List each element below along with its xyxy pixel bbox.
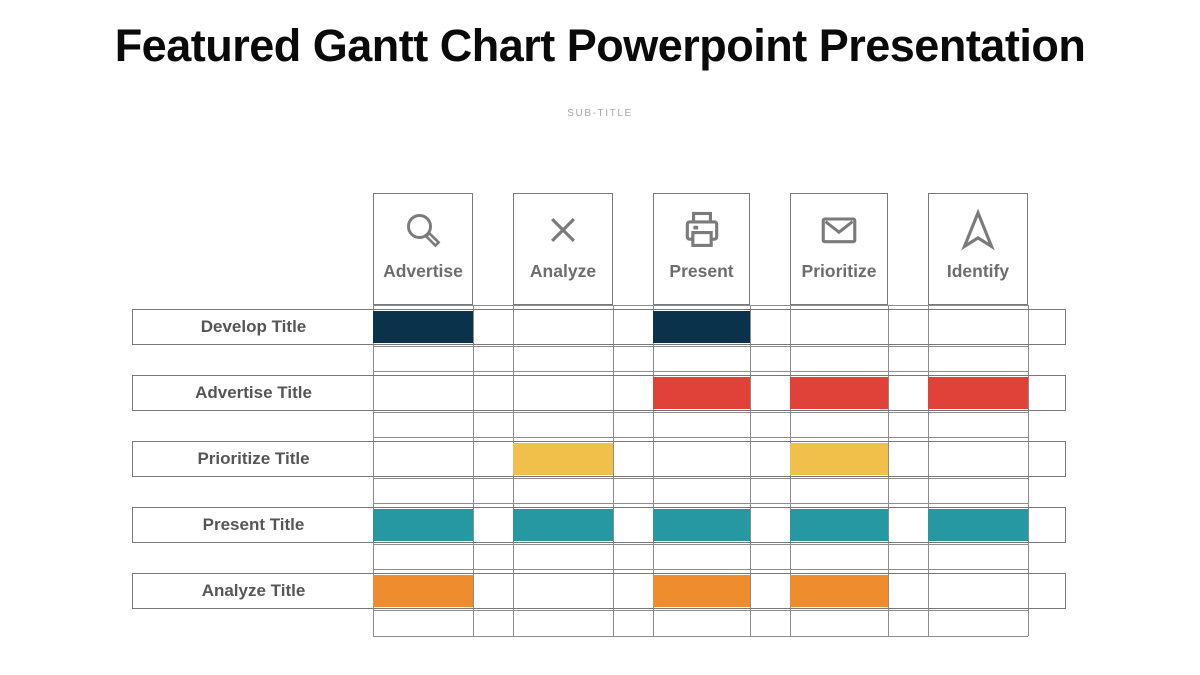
slide-subtitle: SUB-TITLE	[567, 108, 633, 119]
grid-line-horizontal	[373, 437, 1028, 438]
column-header-label: Analyze	[529, 261, 597, 281]
grid-line-vertical	[613, 305, 614, 636]
grid-line-vertical	[653, 305, 654, 636]
column-header-label: Present	[669, 261, 734, 281]
column-header-identify[interactable]: Identify	[928, 193, 1028, 305]
navigation-arrow-icon	[956, 207, 1000, 253]
column-header-analyze[interactable]: Analyze	[513, 193, 613, 305]
grid-line-horizontal	[373, 412, 1028, 413]
grid-line-horizontal	[373, 610, 1028, 611]
search-icon	[402, 207, 444, 253]
grid-line-vertical	[888, 305, 889, 636]
task-row-label: Analyze Title	[201, 580, 306, 600]
grid-line-horizontal	[373, 305, 1028, 306]
gantt-bar-cell[interactable]	[652, 376, 750, 409]
slide-title: Featured Gantt Chart Powerpoint Presenta…	[114, 20, 1086, 71]
gantt-bar-cell[interactable]	[789, 376, 888, 409]
column-header-present[interactable]: Present	[653, 193, 750, 305]
column-header-label: Advertise	[383, 261, 463, 281]
gantt-bar-cell[interactable]	[789, 508, 888, 541]
task-row-label: Advertise Title	[195, 382, 312, 402]
task-row-label: Present Title	[202, 514, 305, 534]
task-row-advertise[interactable]: Advertise Title	[132, 375, 1066, 411]
grid-line-vertical	[750, 305, 751, 636]
grid-line-vertical	[1028, 305, 1029, 636]
grid-line-horizontal	[373, 569, 1028, 570]
gantt-bar-cell[interactable]	[789, 574, 888, 607]
grid-line-horizontal	[373, 371, 1028, 372]
grid-line-vertical	[473, 305, 474, 636]
column-header-label: Identify	[946, 261, 1010, 281]
gantt-bar-cell[interactable]	[372, 508, 473, 541]
task-row-prioritize[interactable]: Prioritize Title	[132, 441, 1066, 477]
gantt-bar-cell[interactable]	[372, 310, 473, 343]
grid-line-vertical	[928, 305, 929, 636]
grid-line-vertical	[373, 305, 374, 636]
grid-line-horizontal	[373, 544, 1028, 545]
close-icon	[543, 207, 583, 253]
gantt-bar-cell[interactable]	[512, 508, 613, 541]
gantt-bar-cell[interactable]	[652, 310, 750, 343]
task-row-analyze[interactable]: Analyze Title	[132, 573, 1066, 609]
column-header-prioritize[interactable]: Prioritize	[790, 193, 888, 305]
printer-icon	[680, 207, 724, 253]
gantt-bar-cell[interactable]	[927, 508, 1028, 541]
task-row-present[interactable]: Present Title	[132, 507, 1066, 543]
task-row-develop[interactable]: Develop Title	[132, 309, 1066, 345]
grid-line-horizontal	[373, 636, 1028, 637]
grid-line-horizontal	[373, 346, 1028, 347]
gantt-bar-cell[interactable]	[927, 376, 1028, 409]
task-row-label: Prioritize Title	[197, 448, 310, 468]
column-header-label: Prioritize	[801, 261, 877, 281]
task-row-label: Develop Title	[200, 316, 307, 336]
gantt-bar-cell[interactable]	[372, 574, 473, 607]
gantt-bar-cell[interactable]	[789, 442, 888, 475]
gantt-bar-cell[interactable]	[512, 442, 613, 475]
mail-icon	[817, 207, 861, 253]
gantt-bar-cell[interactable]	[652, 508, 750, 541]
grid-line-horizontal	[373, 503, 1028, 504]
grid-line-horizontal	[373, 478, 1028, 479]
gantt-bar-cell[interactable]	[652, 574, 750, 607]
column-header-advertise[interactable]: Advertise	[373, 193, 473, 305]
